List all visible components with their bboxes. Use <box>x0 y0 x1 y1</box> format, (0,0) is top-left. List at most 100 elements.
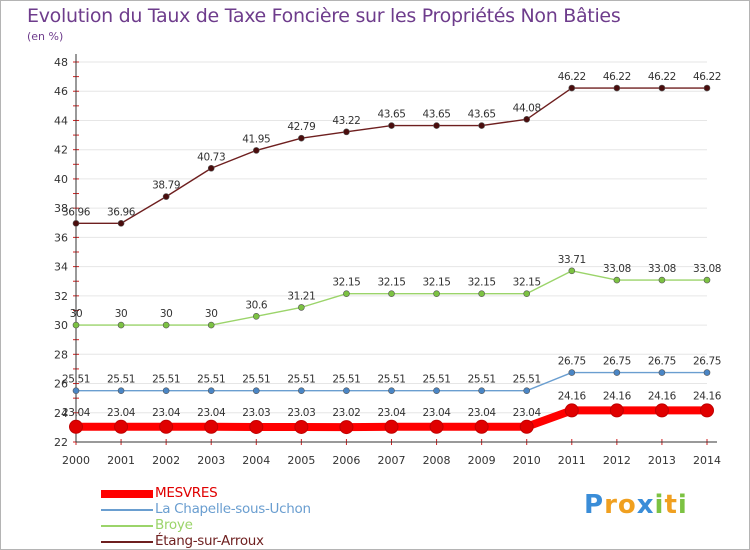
logo-letter: t <box>664 490 678 520</box>
data-label: 43.65 <box>423 109 451 121</box>
x-tick-label: 2012 <box>603 454 631 467</box>
data-point <box>159 419 174 434</box>
y-tick-label: 28 <box>54 348 68 361</box>
data-label: 46.22 <box>693 71 721 83</box>
data-label: 43.22 <box>332 115 360 127</box>
data-label: 24.16 <box>558 390 587 402</box>
data-point <box>343 290 350 297</box>
x-tick-label: 2000 <box>62 454 90 467</box>
data-label: 24.16 <box>693 390 722 402</box>
y-tick-label: 38 <box>54 202 68 215</box>
data-point <box>207 387 215 395</box>
data-label: 33.08 <box>648 263 676 275</box>
legend-swatch <box>101 541 153 543</box>
legend-swatch <box>101 490 153 498</box>
data-label: 42.79 <box>287 121 315 133</box>
data-label: 40.73 <box>197 151 225 163</box>
data-label: 23.04 <box>197 407 226 419</box>
data-label: 43.65 <box>468 109 496 121</box>
x-tick-label: 2001 <box>107 454 135 467</box>
data-label: 25.51 <box>107 374 135 386</box>
logo-letter: i <box>654 490 665 520</box>
data-point <box>613 276 621 284</box>
data-point <box>613 84 621 92</box>
data-label: 23.04 <box>423 407 452 419</box>
data-label: 25.51 <box>377 374 405 386</box>
data-point <box>478 387 485 395</box>
data-label: 23.03 <box>287 407 315 419</box>
data-label: 23.04 <box>62 407 91 419</box>
data-label: 33.08 <box>603 263 631 275</box>
data-label: 30 <box>115 308 128 320</box>
y-tick-label: 24 <box>54 407 68 420</box>
data-point <box>474 419 489 434</box>
data-point <box>117 321 125 329</box>
data-label: 32.15 <box>513 277 541 289</box>
y-axis-unit-label: (en %) <box>27 30 64 43</box>
chart-title: Evolution du Taux de Taxe Foncière sur l… <box>27 5 621 27</box>
x-tick-label: 2002 <box>152 454 180 467</box>
data-label: 26.75 <box>648 356 676 368</box>
data-point <box>564 403 579 418</box>
data-point <box>519 419 534 434</box>
data-point <box>72 387 80 395</box>
data-point <box>388 290 395 297</box>
y-tick-label: 46 <box>54 85 68 98</box>
logo-letter: r <box>604 490 618 520</box>
data-labels-layer: 36.96 36.96 38.79 40.73 41.95 42.79 43.22 43.65… <box>62 71 722 419</box>
data-point <box>343 387 350 395</box>
data-point <box>252 313 260 320</box>
data-label: 24.16 <box>648 390 677 402</box>
data-point <box>343 128 350 136</box>
data-point <box>388 122 395 129</box>
data-point <box>298 387 305 395</box>
legend-label: Broye <box>155 517 193 533</box>
data-point <box>609 403 624 418</box>
data-label: 30 <box>205 308 218 320</box>
x-tick-label: 2013 <box>648 454 676 467</box>
x-tick-label: 2008 <box>423 454 451 467</box>
data-point <box>162 321 170 329</box>
data-point <box>72 220 80 227</box>
data-label: 23.04 <box>152 407 181 419</box>
data-point <box>339 420 354 435</box>
data-point <box>703 369 711 376</box>
data-point <box>703 276 711 284</box>
logo-letter: o <box>617 490 637 520</box>
data-label: 32.15 <box>468 277 496 289</box>
data-point <box>478 290 485 297</box>
data-point <box>478 122 485 129</box>
data-point <box>72 321 80 329</box>
data-point <box>162 193 170 200</box>
legend-swatch <box>101 525 153 527</box>
data-label: 25.51 <box>242 374 270 386</box>
data-label: 25.51 <box>62 374 90 386</box>
data-point <box>207 321 215 329</box>
data-label: 25.51 <box>513 374 541 386</box>
data-point <box>429 419 444 434</box>
data-point <box>700 403 714 418</box>
data-point <box>523 115 531 123</box>
x-tick-label: 2007 <box>378 454 406 467</box>
data-label: 43.65 <box>377 109 405 121</box>
y-tick-label: 40 <box>54 173 68 186</box>
data-label: 25.51 <box>197 374 225 386</box>
legend-label: MESVRES <box>155 485 218 501</box>
data-label: 23.04 <box>377 407 406 419</box>
data-label: 30 <box>160 308 173 320</box>
y-tick-label: 30 <box>54 319 68 332</box>
data-label: 25.51 <box>287 374 315 386</box>
data-point <box>613 369 621 376</box>
data-point <box>433 122 440 129</box>
data-point <box>568 84 576 92</box>
data-point <box>117 387 125 395</box>
data-label: 30.6 <box>245 299 267 311</box>
data-point <box>162 387 170 395</box>
y-tick-label: 32 <box>54 290 68 303</box>
data-point <box>568 369 576 376</box>
data-label: 25.51 <box>423 374 451 386</box>
data-point <box>388 387 395 395</box>
data-point <box>252 387 260 395</box>
